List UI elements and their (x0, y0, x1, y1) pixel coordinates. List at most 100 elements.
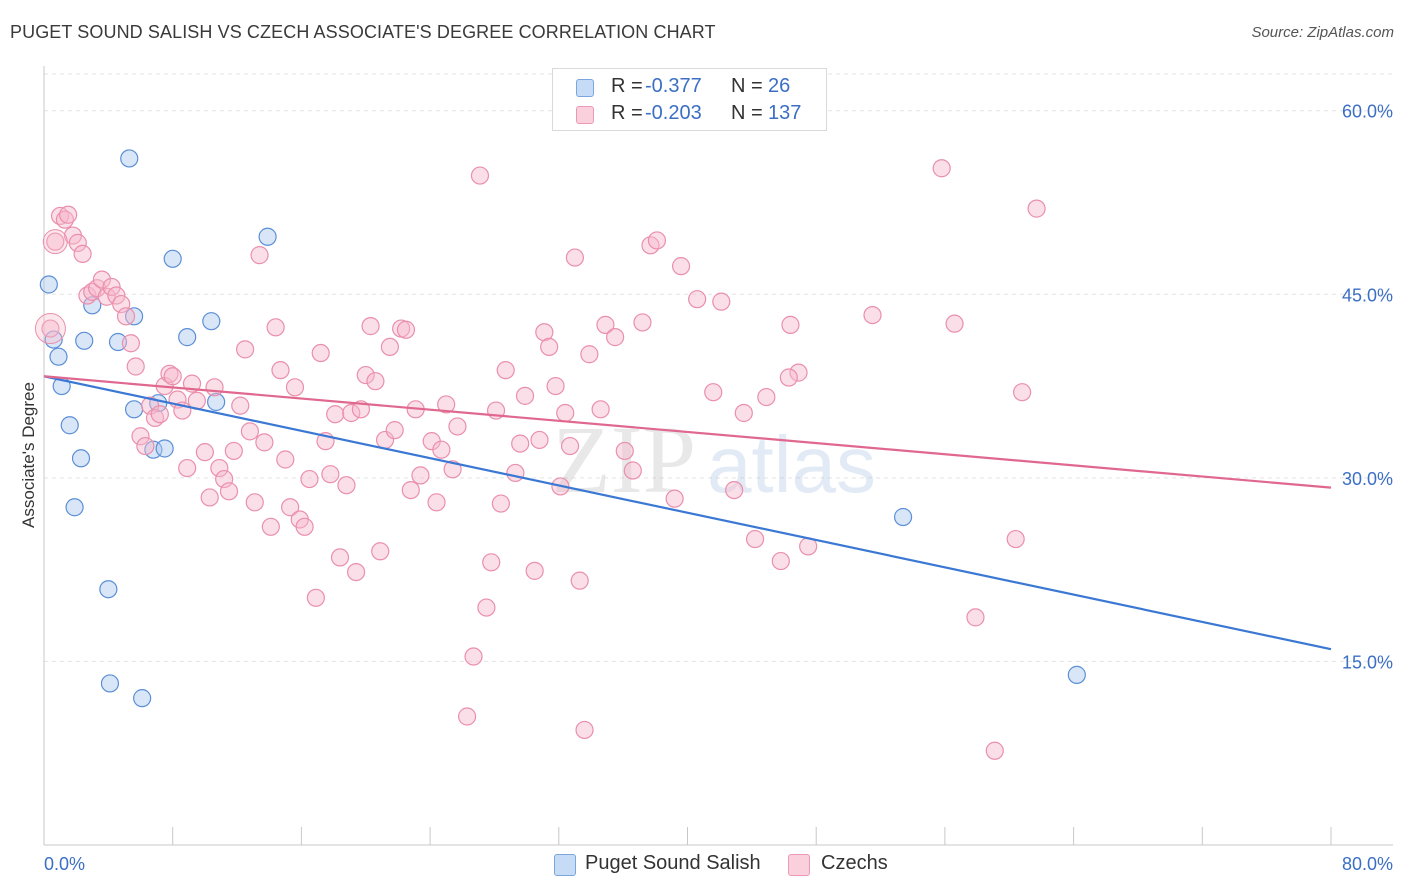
point-puget (258, 227, 277, 246)
point-czechs (200, 488, 219, 507)
point-czechs (178, 458, 197, 478)
point-czechs (250, 246, 269, 265)
stats-swatch-czechs (576, 106, 594, 124)
point-puget (133, 689, 152, 708)
point-czechs (231, 396, 250, 415)
point-czechs (623, 461, 642, 480)
point-czechs (789, 363, 808, 382)
point-czechs (219, 482, 239, 501)
point-puget (75, 331, 94, 350)
point-czechs (366, 372, 385, 391)
point-czechs (326, 405, 345, 424)
legend: Puget Sound Salish Czechs (0, 851, 1406, 879)
point-czechs (266, 318, 285, 337)
point-puget (207, 392, 226, 412)
point-czechs (560, 436, 580, 456)
point-czechs (443, 460, 462, 479)
x-tick-label: 80.0% (1342, 854, 1393, 874)
point-czechs (565, 248, 584, 267)
point-czechs (863, 305, 882, 325)
point-czechs (477, 598, 496, 617)
n-label: N = (731, 75, 763, 97)
watermark: ZIP atlas (552, 406, 876, 513)
point-czechs (596, 315, 615, 334)
n-label: N = (731, 102, 763, 124)
point-czechs (126, 357, 145, 376)
point-czechs (525, 561, 544, 580)
point-czechs (300, 469, 319, 489)
legend-label-puget: Puget Sound Salish (585, 852, 761, 874)
point-czechs (337, 476, 356, 495)
point-czechs (285, 378, 305, 397)
stats-box: R = -0.377 N = 26 R = -0.203 N = 137 (552, 68, 827, 131)
point-czechs (704, 383, 723, 402)
point-czechs (725, 480, 744, 500)
point-puget (71, 449, 91, 468)
point-czechs (205, 378, 224, 397)
point-czechs (34, 313, 66, 345)
y-tick-label: 45.0% (1342, 285, 1393, 305)
n-value: 137 (768, 102, 802, 124)
point-czechs (647, 231, 667, 250)
point-czechs (73, 244, 92, 263)
point-czechs (121, 334, 140, 353)
legend-swatch-czechs (788, 854, 810, 876)
point-czechs (46, 232, 65, 251)
point-czechs (210, 458, 229, 478)
tick-labels: 15.0% 30.0% 45.0% 60.0% 0.0% 80.0% (44, 102, 1393, 874)
point-czechs (757, 387, 776, 407)
y-tick-label: 30.0% (1342, 469, 1393, 489)
point-puget (39, 275, 58, 294)
point-czechs (671, 257, 691, 276)
point-czechs (281, 498, 300, 517)
point-czechs (540, 337, 559, 357)
point-czechs (97, 287, 116, 306)
point-czechs (464, 647, 483, 666)
y-axis-label: Associate's Degree (19, 382, 38, 528)
point-puget (178, 328, 197, 347)
source-label: Source: ZipAtlas.com (1251, 24, 1394, 41)
point-czechs (371, 542, 390, 561)
point-czechs (448, 417, 467, 436)
stats-row-czechs: R = -0.203 N = 137 (553, 101, 826, 127)
stats-swatch-puget (576, 79, 594, 97)
point-czechs (966, 608, 985, 627)
point-czechs (55, 210, 75, 229)
point-czechs (432, 440, 451, 459)
point-czechs (160, 364, 179, 383)
point-czechs (511, 434, 530, 453)
point-czechs (580, 345, 599, 364)
point-czechs (575, 720, 594, 740)
point-czechs (427, 493, 446, 512)
point-czechs (633, 313, 652, 332)
point-czechs (42, 229, 68, 255)
point-czechs (411, 466, 430, 485)
point-czechs (261, 517, 280, 536)
data-points (34, 149, 1086, 760)
point-czechs (295, 517, 314, 536)
point-czechs (1027, 199, 1046, 218)
point-puget (49, 347, 68, 366)
point-czechs (688, 290, 707, 309)
trend-line-czechs (43, 375, 1332, 489)
point-puget (893, 507, 913, 527)
point-czechs (945, 314, 964, 333)
point-czechs (591, 400, 610, 419)
point-czechs (496, 361, 515, 380)
point-czechs (150, 405, 169, 424)
point-czechs (1006, 529, 1025, 549)
point-czechs (470, 166, 490, 185)
trend-line-puget (43, 375, 1332, 651)
point-czechs (195, 443, 214, 462)
r-value: -0.377 (645, 75, 702, 97)
point-czechs (665, 489, 684, 508)
point-puget (60, 416, 79, 435)
point-czechs (107, 286, 126, 305)
point-czechs (321, 465, 340, 484)
n-value: 26 (768, 75, 791, 97)
r-label: R = (611, 102, 643, 124)
point-czechs (530, 430, 549, 450)
point-czechs (712, 292, 731, 311)
point-czechs (245, 493, 264, 512)
